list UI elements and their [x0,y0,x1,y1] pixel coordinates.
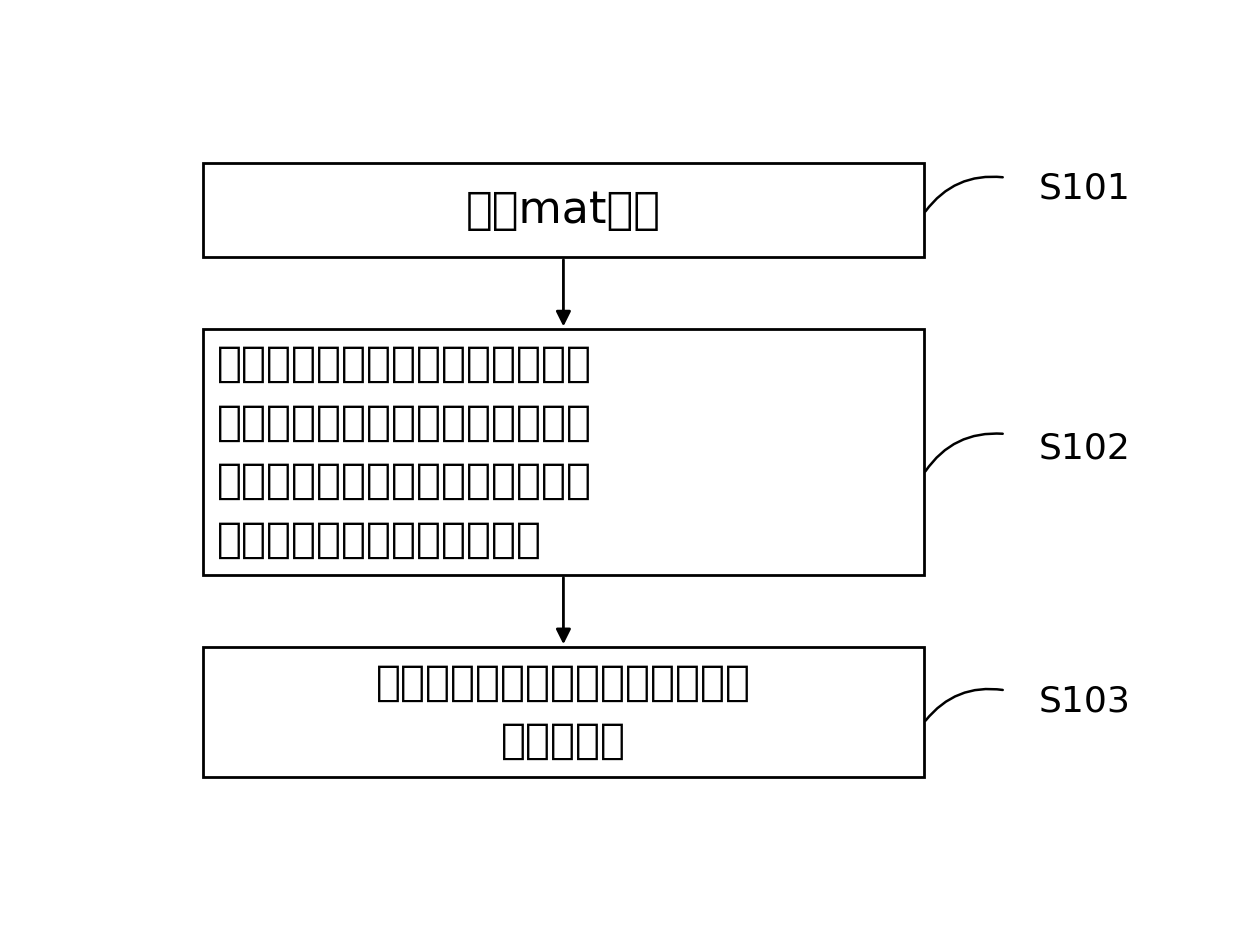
Text: 将获取到的第二目标格式的数据写
入目标文件: 将获取到的第二目标格式的数据写 入目标文件 [376,662,751,763]
Text: 依次获取文件中的数据进行数据结
构判断，并递归遍历数据结构为第
一目标格式的数据，直至获取到数
据结构为第二目标格式的数据: 依次获取文件中的数据进行数据结 构判断，并递归遍历数据结构为第 一目标格式的数据… [217,343,593,561]
Text: S101: S101 [1039,172,1131,205]
Text: S102: S102 [1039,431,1131,465]
FancyBboxPatch shape [203,329,924,575]
FancyBboxPatch shape [203,163,924,257]
Text: S103: S103 [1039,684,1131,719]
FancyBboxPatch shape [203,647,924,777]
Text: 读取mat文件: 读取mat文件 [466,189,661,232]
